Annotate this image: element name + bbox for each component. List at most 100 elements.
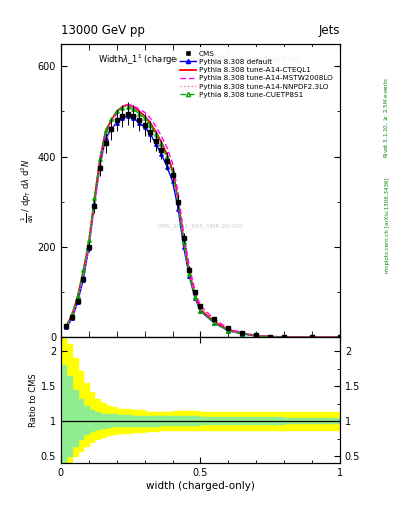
Pythia 8.308 tune-A14-CTEQL1: [64, 323, 69, 329]
Pythia 8.308 default: [176, 205, 180, 211]
Pythia 8.308 tune-A14-CTEQL1: [170, 167, 175, 173]
Pythia 8.308 tune-A14-MSTW2008LO: [103, 131, 108, 137]
Pythia 8.308 tune-A14-NNPDF2.3LO: [187, 271, 192, 277]
Pythia 8.308 tune-A14-MSTW2008LO: [92, 200, 97, 206]
Pythia 8.308 tune-CUETP8S1: [97, 156, 102, 162]
Pythia 8.308 tune-A14-CTEQL1: [92, 197, 97, 203]
Pythia 8.308 default: [148, 131, 152, 137]
Pythia 8.308 tune-A14-NNPDF2.3LO: [109, 127, 114, 134]
Legend: CMS, Pythia 8.308 default, Pythia 8.308 tune-A14-CTEQL1, Pythia 8.308 tune-A14-M: CMS, Pythia 8.308 default, Pythia 8.308 …: [176, 47, 336, 101]
Pythia 8.308 tune-CUETP8S1: [159, 141, 164, 147]
Pythia 8.308 tune-A14-MSTW2008LO: [81, 271, 86, 277]
Pythia 8.308 tune-CUETP8S1: [198, 308, 203, 314]
Pythia 8.308 tune-CUETP8S1: [170, 169, 175, 176]
Pythia 8.308 tune-CUETP8S1: [75, 293, 80, 299]
Pythia 8.308 tune-A14-NNPDF2.3LO: [198, 307, 203, 313]
Pythia 8.308 default: [114, 120, 119, 126]
Pythia 8.308 tune-CUETP8S1: [92, 195, 97, 201]
Text: Rivet 3.1.10, $\geq$ 2.5M events: Rivet 3.1.10, $\geq$ 2.5M events: [382, 77, 390, 158]
Pythia 8.308 tune-CUETP8S1: [176, 199, 180, 205]
Pythia 8.308 tune-A14-NNPDF2.3LO: [92, 204, 97, 210]
Pythia 8.308 tune-A14-NNPDF2.3LO: [165, 156, 169, 162]
Pythia 8.308 tune-A14-CTEQL1: [198, 306, 203, 312]
Pythia 8.308 tune-A14-MSTW2008LO: [159, 133, 164, 139]
Pythia 8.308 tune-A14-MSTW2008LO: [165, 144, 169, 151]
Pythia 8.308 tune-A14-NNPDF2.3LO: [103, 139, 108, 145]
Pythia 8.308 tune-A14-MSTW2008LO: [64, 323, 69, 329]
Text: 13000 GeV pp: 13000 GeV pp: [61, 25, 145, 37]
Pythia 8.308 default: [86, 245, 91, 251]
Pythia 8.308 tune-A14-MSTW2008LO: [254, 332, 259, 338]
Pythia 8.308 tune-CUETP8S1: [240, 331, 244, 337]
Pythia 8.308 tune-A14-CTEQL1: [176, 197, 180, 203]
Pythia 8.308 default: [310, 334, 314, 340]
Pythia 8.308 tune-A14-NNPDF2.3LO: [142, 119, 147, 125]
Pythia 8.308 tune-A14-NNPDF2.3LO: [125, 111, 130, 117]
Pythia 8.308 default: [92, 201, 97, 207]
Pythia 8.308 tune-CUETP8S1: [148, 122, 152, 128]
Pythia 8.308 tune-A14-NNPDF2.3LO: [338, 334, 342, 340]
Pythia 8.308 tune-A14-CTEQL1: [125, 101, 130, 108]
Pythia 8.308 default: [137, 120, 141, 126]
Pythia 8.308 tune-A14-CTEQL1: [181, 237, 186, 243]
Pythia 8.308 tune-A14-CTEQL1: [240, 330, 244, 336]
Pythia 8.308 tune-A14-MSTW2008LO: [212, 316, 217, 323]
Pythia 8.308 tune-A14-NNPDF2.3LO: [181, 240, 186, 246]
Pythia 8.308 tune-A14-NNPDF2.3LO: [86, 245, 91, 251]
Pythia 8.308 default: [254, 333, 259, 339]
Pythia 8.308 default: [226, 328, 231, 334]
Pythia 8.308 tune-A14-NNPDF2.3LO: [120, 113, 125, 119]
Pythia 8.308 tune-A14-NNPDF2.3LO: [97, 165, 102, 171]
X-axis label: width (charged-only): width (charged-only): [146, 481, 255, 491]
Pythia 8.308 tune-A14-NNPDF2.3LO: [114, 118, 119, 124]
Pythia 8.308 tune-A14-CTEQL1: [97, 156, 102, 162]
Pythia 8.308 tune-CUETP8S1: [187, 271, 192, 277]
Pythia 8.308 tune-A14-CTEQL1: [254, 332, 259, 338]
Pythia 8.308 tune-A14-NNPDF2.3LO: [64, 324, 69, 330]
Pythia 8.308 tune-A14-CTEQL1: [165, 151, 169, 157]
Pythia 8.308 tune-CUETP8S1: [165, 154, 169, 160]
Pythia 8.308 tune-A14-MSTW2008LO: [181, 230, 186, 237]
Pythia 8.308 tune-A14-MSTW2008LO: [114, 111, 119, 117]
Pythia 8.308 tune-A14-MSTW2008LO: [240, 330, 244, 336]
Pythia 8.308 tune-A14-NNPDF2.3LO: [254, 333, 259, 339]
Pythia 8.308 tune-CUETP8S1: [137, 111, 141, 117]
Pythia 8.308 default: [165, 163, 169, 169]
Pythia 8.308 tune-A14-NNPDF2.3LO: [81, 274, 86, 281]
Pythia 8.308 default: [125, 113, 130, 119]
Text: Jets: Jets: [318, 25, 340, 37]
Pythia 8.308 tune-A14-CTEQL1: [187, 269, 192, 275]
Pythia 8.308 tune-A14-MSTW2008LO: [142, 109, 147, 115]
Pythia 8.308 tune-CUETP8S1: [103, 127, 108, 134]
Pythia 8.308 tune-A14-CTEQL1: [75, 294, 80, 300]
Pythia 8.308 tune-A14-MSTW2008LO: [282, 334, 286, 340]
Text: mcplots.cern.ch [arXiv:1306.3436]: mcplots.cern.ch [arXiv:1306.3436]: [385, 178, 390, 273]
Pythia 8.308 default: [159, 151, 164, 157]
Pythia 8.308 tune-CUETP8S1: [86, 237, 91, 243]
Line: Pythia 8.308 tune-A14-MSTW2008LO: Pythia 8.308 tune-A14-MSTW2008LO: [66, 104, 340, 337]
Pythia 8.308 default: [75, 299, 80, 305]
Pythia 8.308 tune-CUETP8S1: [153, 131, 158, 137]
Pythia 8.308 tune-A14-CTEQL1: [148, 120, 152, 126]
Pythia 8.308 default: [193, 294, 197, 301]
Pythia 8.308 tune-CUETP8S1: [109, 116, 114, 122]
Pythia 8.308 tune-CUETP8S1: [70, 311, 74, 317]
Pythia 8.308 tune-A14-CTEQL1: [153, 129, 158, 135]
Pythia 8.308 tune-A14-NNPDF2.3LO: [176, 200, 180, 206]
Pythia 8.308 tune-CUETP8S1: [131, 106, 136, 112]
Pythia 8.308 tune-A14-CTEQL1: [159, 139, 164, 145]
Pythia 8.308 tune-CUETP8S1: [310, 334, 314, 340]
Pythia 8.308 tune-A14-MSTW2008LO: [137, 106, 141, 112]
Y-axis label: $\frac{1}{\mathrm{d}N}$ / $\mathrm{d}p_\mathrm{T}$ $\mathrm{d}\lambda$ $\mathrm{: $\frac{1}{\mathrm{d}N}$ / $\mathrm{d}p_\…: [20, 158, 36, 223]
Pythia 8.308 tune-A14-MSTW2008LO: [176, 189, 180, 196]
Pythia 8.308 tune-A14-MSTW2008LO: [70, 313, 74, 319]
Pythia 8.308 tune-A14-CTEQL1: [338, 334, 342, 340]
Text: Width$\lambda\_1^1$ (charged only) (CMS jet substructure): Width$\lambda\_1^1$ (charged only) (CMS …: [98, 52, 303, 67]
Pythia 8.308 tune-A14-NNPDF2.3LO: [212, 319, 217, 325]
Pythia 8.308 tune-A14-NNPDF2.3LO: [153, 135, 158, 141]
Text: CMS_2021_PAS_SMP-20-010: CMS_2021_PAS_SMP-20-010: [157, 223, 244, 228]
Pythia 8.308 tune-A14-NNPDF2.3LO: [170, 170, 175, 177]
Line: Pythia 8.308 default: Pythia 8.308 default: [65, 114, 342, 339]
Pythia 8.308 tune-A14-MSTW2008LO: [153, 123, 158, 130]
Line: Pythia 8.308 tune-A14-CTEQL1: Pythia 8.308 tune-A14-CTEQL1: [66, 104, 340, 337]
